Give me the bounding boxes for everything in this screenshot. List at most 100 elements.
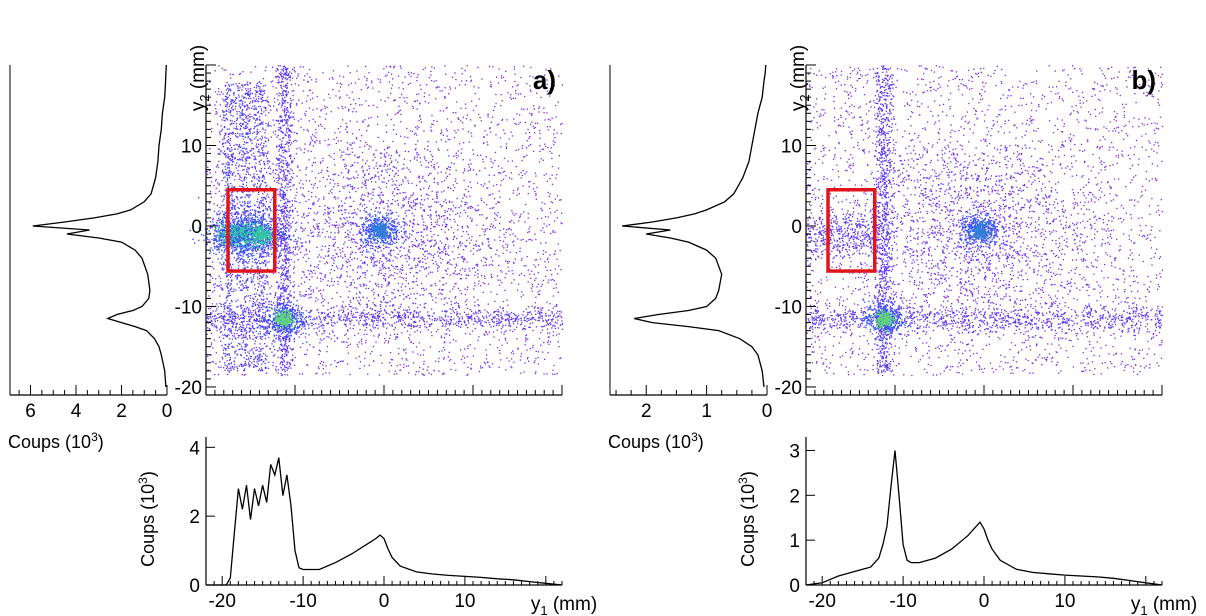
scatter-point [377, 171, 379, 173]
scatter-point [307, 95, 309, 97]
scatter-point [396, 193, 398, 195]
scatter-point [555, 104, 557, 107]
scatter-point [461, 268, 464, 270]
scatter-point [419, 202, 421, 204]
scatter-point [295, 333, 297, 335]
scatter-point [410, 206, 412, 208]
scatter-point [322, 311, 324, 314]
scatter-point [396, 188, 399, 191]
scatter-point [495, 219, 497, 221]
scatter-point [514, 73, 516, 75]
scatter-point [349, 120, 351, 122]
scatter-point [445, 297, 447, 299]
scatter-point [467, 207, 469, 209]
scatter-point [223, 319, 225, 321]
scatter-point [416, 271, 418, 274]
scatter-point [213, 284, 215, 286]
scatter-point [351, 188, 353, 190]
scatter-point [324, 275, 326, 277]
scatter-point [404, 76, 406, 78]
scatter-point [297, 120, 299, 122]
scatter-point [351, 164, 353, 166]
scatter-point [484, 234, 486, 236]
scatter-point [506, 299, 508, 301]
scatter-point [209, 148, 211, 150]
scatter-point [510, 365, 512, 368]
scatter-point [362, 247, 364, 249]
scatter-point [436, 318, 439, 320]
scatter-point [502, 76, 505, 79]
scatter-point [348, 110, 350, 112]
scatter-point [474, 313, 476, 315]
scatter-point [464, 333, 467, 335]
scatter-point [452, 288, 454, 290]
scatter-point [413, 311, 415, 313]
scatter-point [364, 314, 366, 316]
scatter-point [268, 255, 270, 257]
scatter-point [414, 316, 416, 318]
scatter-point [375, 264, 377, 266]
scatter-point [223, 138, 225, 140]
scatter-point [310, 136, 312, 138]
scatter-point [543, 373, 545, 375]
scatter-point [438, 252, 441, 254]
scatter-point [439, 252, 442, 254]
scatter-point [527, 192, 529, 195]
scatter-point [400, 67, 402, 69]
scatter-point [348, 260, 350, 262]
scatter-point [276, 217, 279, 219]
scatter-point [393, 289, 395, 291]
scatter-point [549, 119, 551, 121]
scatter-point [504, 236, 506, 239]
scatter-point [446, 237, 449, 240]
scatter-point [455, 101, 458, 103]
scatter-point [500, 105, 502, 107]
scatter-point [347, 308, 349, 310]
scatter-point [499, 279, 501, 281]
scatter-point [526, 171, 528, 173]
scatter-point [345, 317, 348, 319]
scatter-point [430, 205, 433, 207]
scatter-point [407, 365, 409, 367]
scatter-point [423, 374, 425, 376]
scatter-point [402, 179, 404, 181]
scatter-point [287, 247, 289, 250]
scatter-point [364, 324, 366, 326]
scatter-point [483, 201, 485, 204]
scatter-point [399, 268, 401, 270]
scatter-point [382, 215, 384, 217]
scatter-point [549, 332, 551, 334]
scatter-point [358, 225, 360, 228]
scatter-point [345, 122, 347, 124]
scatter-point [365, 216, 367, 218]
scatter-point [242, 337, 244, 339]
scatter-point [392, 180, 394, 182]
scatter-point [378, 186, 380, 189]
scatter-point [366, 333, 368, 335]
scatter-point [334, 256, 336, 259]
scatter-point [425, 268, 427, 270]
scatter-point [469, 242, 471, 244]
scatter-point [443, 215, 446, 217]
scatter-point [551, 327, 553, 329]
scatter-point [302, 228, 304, 230]
scatter-point [351, 222, 354, 224]
scatter-point [347, 220, 349, 222]
scatter-point [429, 318, 431, 320]
scatter-point [295, 331, 297, 333]
scatter-point [211, 361, 213, 363]
scatter-point [346, 147, 349, 149]
scatter-point [344, 315, 347, 317]
scatter-point [498, 171, 500, 174]
scatter-point [527, 217, 529, 219]
scatter-point [393, 65, 396, 68]
scatter-point [373, 335, 375, 337]
scatter-point [265, 319, 267, 321]
scatter-point [509, 313, 511, 315]
scatter-point [348, 84, 350, 86]
scatter-point [462, 257, 464, 259]
scatter-point [309, 76, 311, 78]
scatter-point [543, 341, 545, 344]
scatter-point [395, 314, 397, 317]
scatter-point [397, 282, 399, 285]
